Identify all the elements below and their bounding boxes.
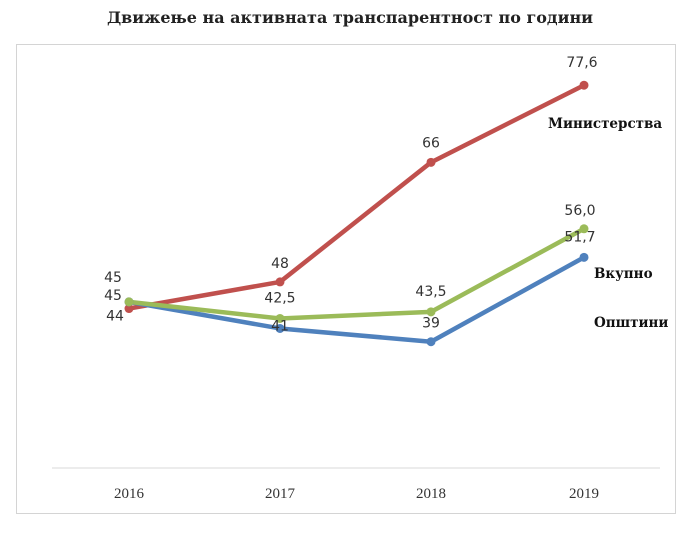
x-tick-label-2019: 2019	[569, 486, 599, 502]
data-label-municipalities-2017: 41	[271, 318, 289, 334]
chart-title: Движење на активната транспарентност по …	[106, 8, 594, 27]
data-label-total-2018: 43,5	[415, 284, 446, 300]
series-line-municipalities	[126, 255, 587, 344]
series-name-municipalities: Општини	[594, 315, 668, 331]
x-tick-label-2018: 2018	[416, 486, 446, 502]
data-label-total-2017: 42,5	[264, 290, 295, 306]
data-label-ministries-2017: 48	[271, 256, 289, 272]
data-point-total-2018	[426, 307, 436, 317]
data-label-ministries-2016: 44	[106, 309, 124, 325]
plot-frame	[16, 44, 676, 514]
series-line-total	[126, 226, 587, 321]
data-label-total-2019: 56,0	[564, 203, 595, 219]
data-point-ministries-2018	[426, 157, 436, 167]
series-line-ministries	[126, 82, 587, 311]
data-point-total-2016	[124, 297, 134, 307]
data-point-total-2019	[579, 224, 589, 234]
data-label-total-2016: 45	[104, 270, 122, 286]
data-point-ministries-2016	[124, 304, 134, 314]
data-point-ministries-2019	[579, 80, 589, 90]
data-label-ministries-2019: 77,6	[566, 55, 597, 71]
data-point-municipalities-2019	[579, 252, 589, 262]
x-tick-label-2016: 2016	[114, 486, 145, 502]
x-tick-label-2017: 2017	[265, 486, 296, 502]
data-point-ministries-2017	[275, 277, 285, 287]
data-label-ministries-2018: 66	[422, 135, 440, 151]
data-point-total-2017	[275, 313, 285, 323]
data-label-municipalities-2016: 45	[104, 288, 122, 304]
series-name-total: Вкупно	[594, 266, 653, 282]
series-name-ministries: Министерства	[548, 116, 662, 132]
data-point-municipalities-2018	[426, 337, 436, 347]
data-label-municipalities-2019: 51,7	[564, 229, 595, 245]
data-label-municipalities-2018: 39	[422, 316, 440, 332]
data-point-municipalities-2017	[275, 323, 285, 333]
